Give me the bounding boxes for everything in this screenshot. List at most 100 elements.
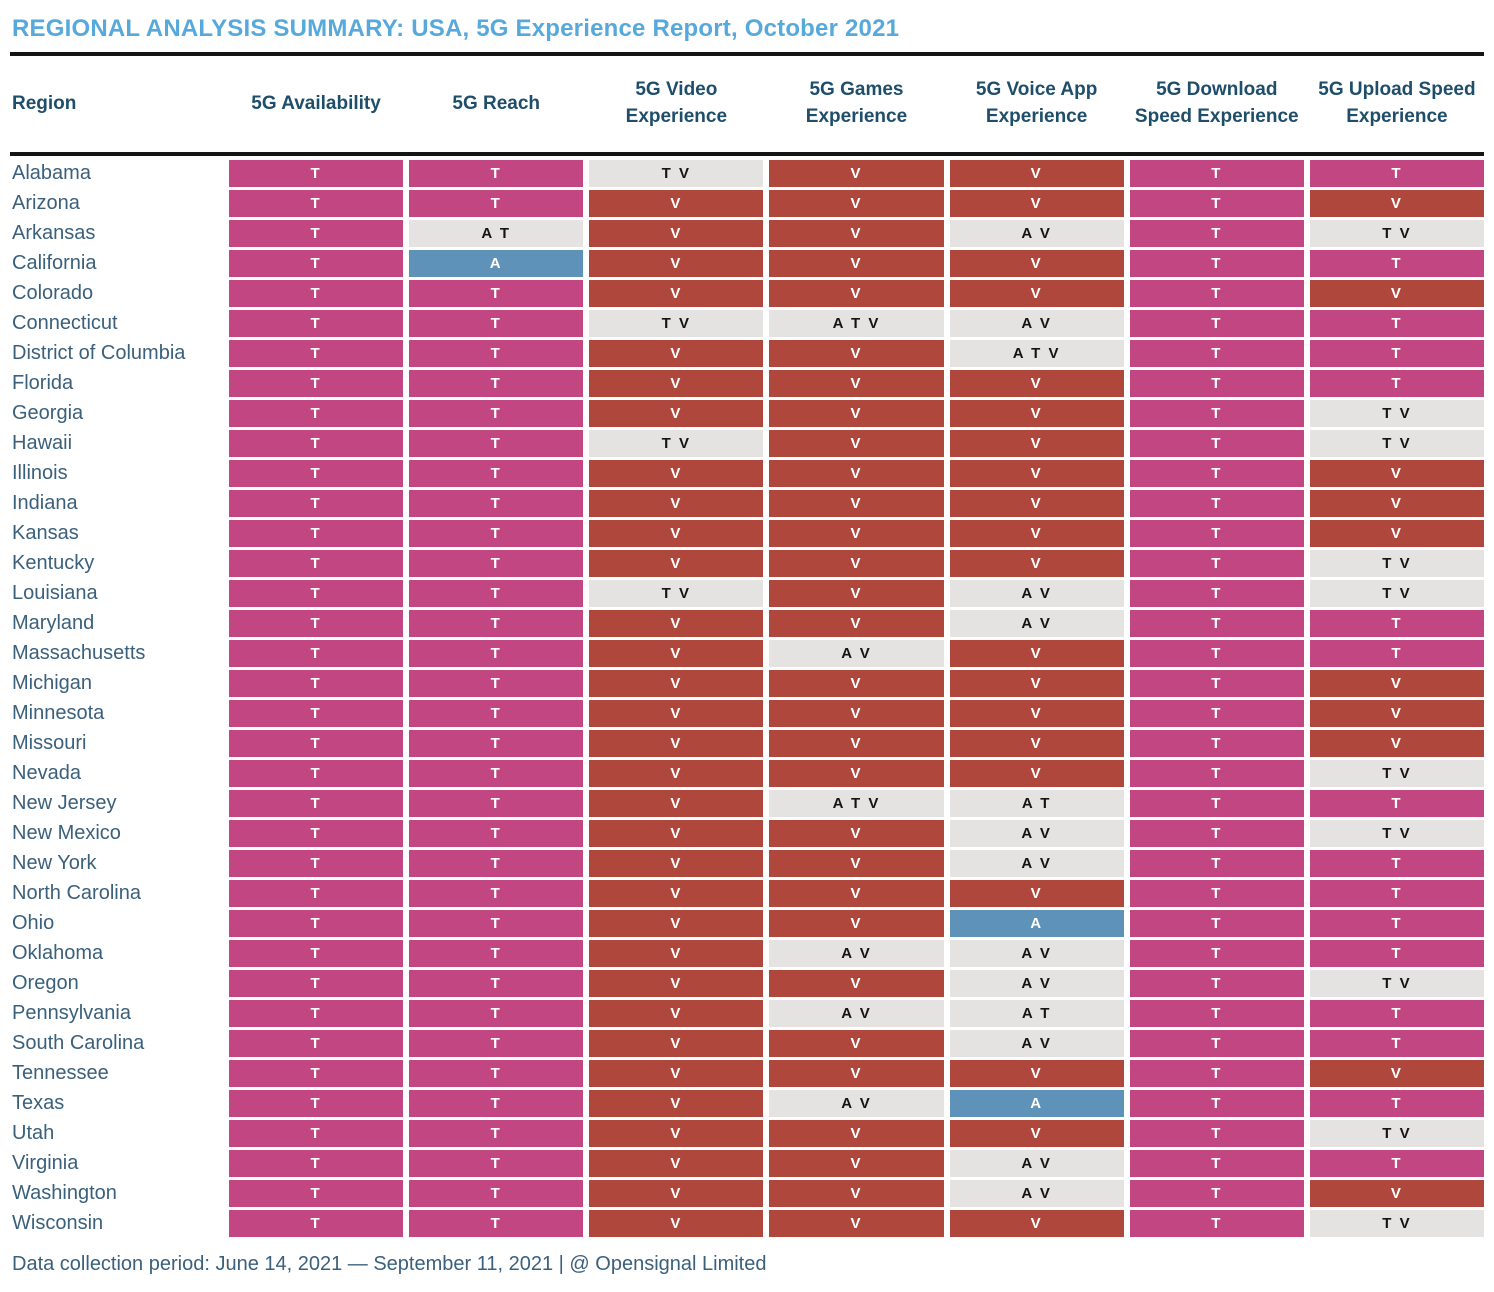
table-cell: T [1309, 250, 1484, 277]
table-cell: T [409, 490, 584, 517]
table-cell: T [229, 1000, 404, 1027]
table-cell: T [1129, 1120, 1304, 1147]
table-cell: T [409, 1060, 584, 1087]
table-cell: V [589, 1210, 764, 1237]
table-cell: T [1309, 1150, 1484, 1177]
table-cell: A V [769, 940, 944, 967]
table-cell: A V [949, 1150, 1124, 1177]
table-cell: V [769, 430, 944, 457]
table-cell: T [1309, 610, 1484, 637]
table-cell: V [589, 190, 764, 217]
table-cell: A V [949, 610, 1124, 637]
table-cell: T [229, 460, 404, 487]
table-cell: T V [1309, 400, 1484, 427]
region-label: Alabama [12, 162, 91, 184]
region-label: Tennessee [12, 1062, 109, 1084]
table-cell: V [769, 730, 944, 757]
table-cell: T [1129, 520, 1304, 547]
table-cell: V [769, 190, 944, 217]
table-cell: T [229, 940, 404, 967]
table-cell: T [229, 1120, 404, 1147]
table-cell: V [589, 670, 764, 697]
table-cell: V [589, 730, 764, 757]
table-cell: T V [589, 310, 764, 337]
region-label: Illinois [12, 462, 68, 484]
table-cell: T V [1309, 1120, 1484, 1147]
table-cell: V [769, 580, 944, 607]
table-cell: T [1309, 370, 1484, 397]
table-cell: T [1309, 1090, 1484, 1117]
table-cell: V [589, 520, 764, 547]
table-cell: V [769, 760, 944, 787]
table-cell: T [229, 190, 404, 217]
table-cell: A T V [769, 310, 944, 337]
top-divider [10, 52, 1484, 56]
table-cell: T [1129, 940, 1304, 967]
table-cell: T V [589, 580, 764, 607]
table-cell: T [409, 670, 584, 697]
table-cell: V [769, 220, 944, 247]
table-cell: T [229, 370, 404, 397]
table-cell: A V [769, 1000, 944, 1027]
table-cell: T [409, 310, 584, 337]
column-header: 5G Voice App Experience [975, 79, 1098, 127]
region-label: Massachusetts [12, 642, 146, 664]
data-collection-note: Data collection period: June 14, 2021 — … [12, 1253, 767, 1275]
table-cell: V [949, 1210, 1124, 1237]
table-cell: A V [949, 940, 1124, 967]
table-cell: T [1309, 880, 1484, 907]
table-cell: V [589, 640, 764, 667]
table-cell: T [1129, 190, 1304, 217]
table-cell: V [949, 880, 1124, 907]
table-cell: T [229, 1060, 404, 1087]
table-cell: T [1129, 700, 1304, 727]
table-cell: T [229, 970, 404, 997]
column-header: 5G Availability [251, 92, 381, 114]
region-label: Michigan [12, 672, 93, 694]
table-cell: T [409, 1000, 584, 1027]
table-cell: V [589, 280, 764, 307]
table-cell: T [229, 160, 404, 187]
region-label: North Carolina [12, 882, 141, 904]
region-label: Oklahoma [12, 942, 104, 964]
table-cell: T [409, 280, 584, 307]
region-label: Connecticut [12, 312, 118, 334]
table-cell: T [1129, 1030, 1304, 1057]
table-cell: T [1129, 490, 1304, 517]
table-cell: A V [949, 580, 1124, 607]
region-label: Kansas [12, 522, 79, 544]
table-cell: T [1129, 460, 1304, 487]
table-cell: A V [769, 1090, 944, 1117]
table-cell: T [1129, 1210, 1304, 1237]
table-cell: T [229, 670, 404, 697]
region-label: Indiana [12, 492, 78, 514]
table-cell: T [1129, 730, 1304, 757]
table-cell: V [769, 250, 944, 277]
region-label: Nevada [12, 762, 81, 784]
region-label: Kentucky [12, 552, 95, 574]
table-cell: V [589, 400, 764, 427]
table-cell: T [409, 1180, 584, 1207]
region-label: Washington [12, 1182, 117, 1204]
table-cell: T [229, 1030, 404, 1057]
table-cell: V [1309, 460, 1484, 487]
column-header: 5G Upload Speed Experience [1318, 79, 1476, 127]
table-cell: V [769, 460, 944, 487]
table-cell: T [409, 520, 584, 547]
table-cell: T [409, 460, 584, 487]
table-cell: V [1309, 190, 1484, 217]
table-cell: V [589, 610, 764, 637]
region-label: South Carolina [12, 1032, 145, 1054]
table-cell: T [1309, 1030, 1484, 1057]
table-cell: V [949, 400, 1124, 427]
table-cell: A T V [949, 340, 1124, 367]
table-cell: T [1129, 550, 1304, 577]
table-cell: T [409, 910, 584, 937]
table-cell: V [769, 820, 944, 847]
table-cell: T [1129, 400, 1304, 427]
table-cell: T [1129, 850, 1304, 877]
table-cell: V [769, 280, 944, 307]
table-cell: V [589, 880, 764, 907]
table-cell: T [409, 940, 584, 967]
